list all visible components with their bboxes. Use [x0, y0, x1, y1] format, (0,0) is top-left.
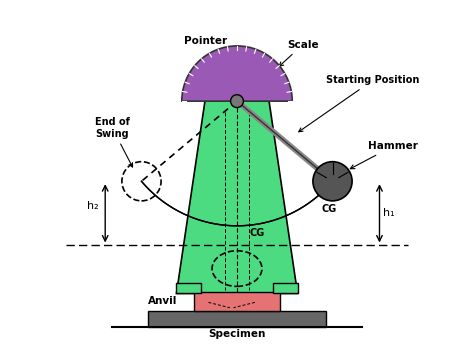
Text: End of
Swing: End of Swing: [95, 117, 133, 167]
Text: Anvil: Anvil: [148, 288, 187, 306]
Text: h₁: h₁: [383, 208, 395, 218]
Polygon shape: [176, 101, 298, 294]
Bar: [148, 311, 326, 327]
Text: h₂: h₂: [87, 201, 99, 211]
Polygon shape: [176, 283, 201, 294]
Circle shape: [230, 95, 244, 108]
Text: Scale: Scale: [279, 40, 319, 66]
Text: Starting Position: Starting Position: [299, 75, 419, 132]
Text: CG: CG: [249, 228, 264, 238]
Bar: [194, 292, 280, 311]
Text: Pointer: Pointer: [183, 36, 230, 53]
Polygon shape: [273, 283, 298, 294]
Text: CG: CG: [322, 204, 337, 214]
Text: Hammer: Hammer: [350, 141, 418, 169]
Wedge shape: [182, 46, 292, 101]
Circle shape: [313, 162, 352, 201]
Text: Specimen: Specimen: [208, 330, 266, 340]
